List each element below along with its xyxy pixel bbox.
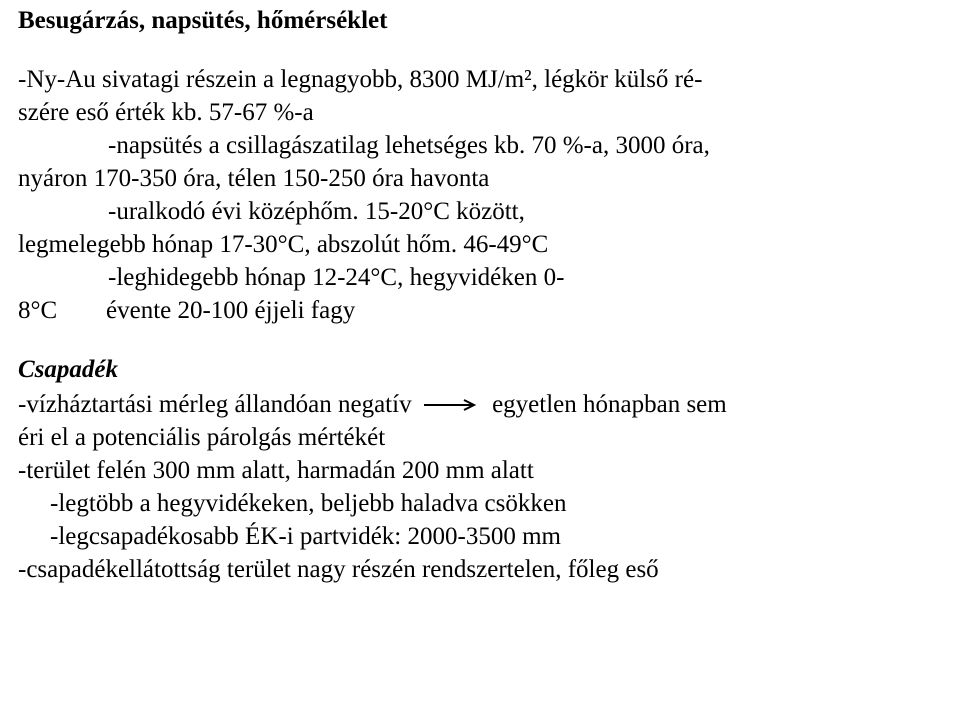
line-p2: -napsütés a csillagászatilag lehetséges … bbox=[18, 129, 942, 162]
line-p8: -legcsapadékosabb ÉK-i partvidék: 2000-3… bbox=[18, 520, 942, 553]
document-page: Besugárzás, napsütés, hőmérséklet -Ny-Au… bbox=[0, 0, 960, 586]
line-p7: -legtöbb a hegyvidékeken, beljebb haladv… bbox=[18, 487, 942, 520]
heading-radiation: Besugárzás, napsütés, hőmérséklet bbox=[18, 4, 942, 37]
line-p4b-frost: évente 20-100 éjjeli fagy bbox=[106, 294, 942, 327]
line-p3b: legmelegebb hónap 17-30°C, abszolút hőm.… bbox=[18, 228, 942, 261]
line-p1b: szére eső érték kb. 57-67 %-a bbox=[18, 96, 942, 129]
heading-precipitation: Csapadék bbox=[18, 353, 942, 386]
spacer bbox=[18, 327, 942, 353]
line-p2b: nyáron 170-350 óra, télen 150-250 óra ha… bbox=[18, 162, 942, 195]
line-p6: -terület felén 300 mm alatt, harmadán 20… bbox=[18, 454, 942, 487]
spacer bbox=[18, 37, 942, 63]
line-p5a: -vízháztartási mérleg állandóan negatív bbox=[18, 391, 412, 418]
line-p4: -leghidegebb hónap 12-24°C, hegyvidéken … bbox=[18, 261, 942, 294]
arrow-right-icon bbox=[424, 398, 480, 412]
line-p3: -uralkodó évi középhőm. 15-20°C között, bbox=[18, 195, 942, 228]
line-p5c: éri el a potenciális párolgás mértékét bbox=[18, 421, 942, 454]
line-p1a: -Ny-Au sivatagi részein a legnagyobb, 83… bbox=[18, 63, 942, 96]
line-p4b-row: 8°C évente 20-100 éjjeli fagy bbox=[18, 294, 942, 327]
line-p9: -csapadékellátottság terület nagy részén… bbox=[18, 553, 942, 586]
line-p5-row: -vízháztartási mérleg állandóan negatív … bbox=[18, 386, 942, 421]
line-p5b: egyetlen hónapban sem bbox=[492, 391, 727, 418]
line-p4b-temp: 8°C bbox=[18, 294, 106, 327]
